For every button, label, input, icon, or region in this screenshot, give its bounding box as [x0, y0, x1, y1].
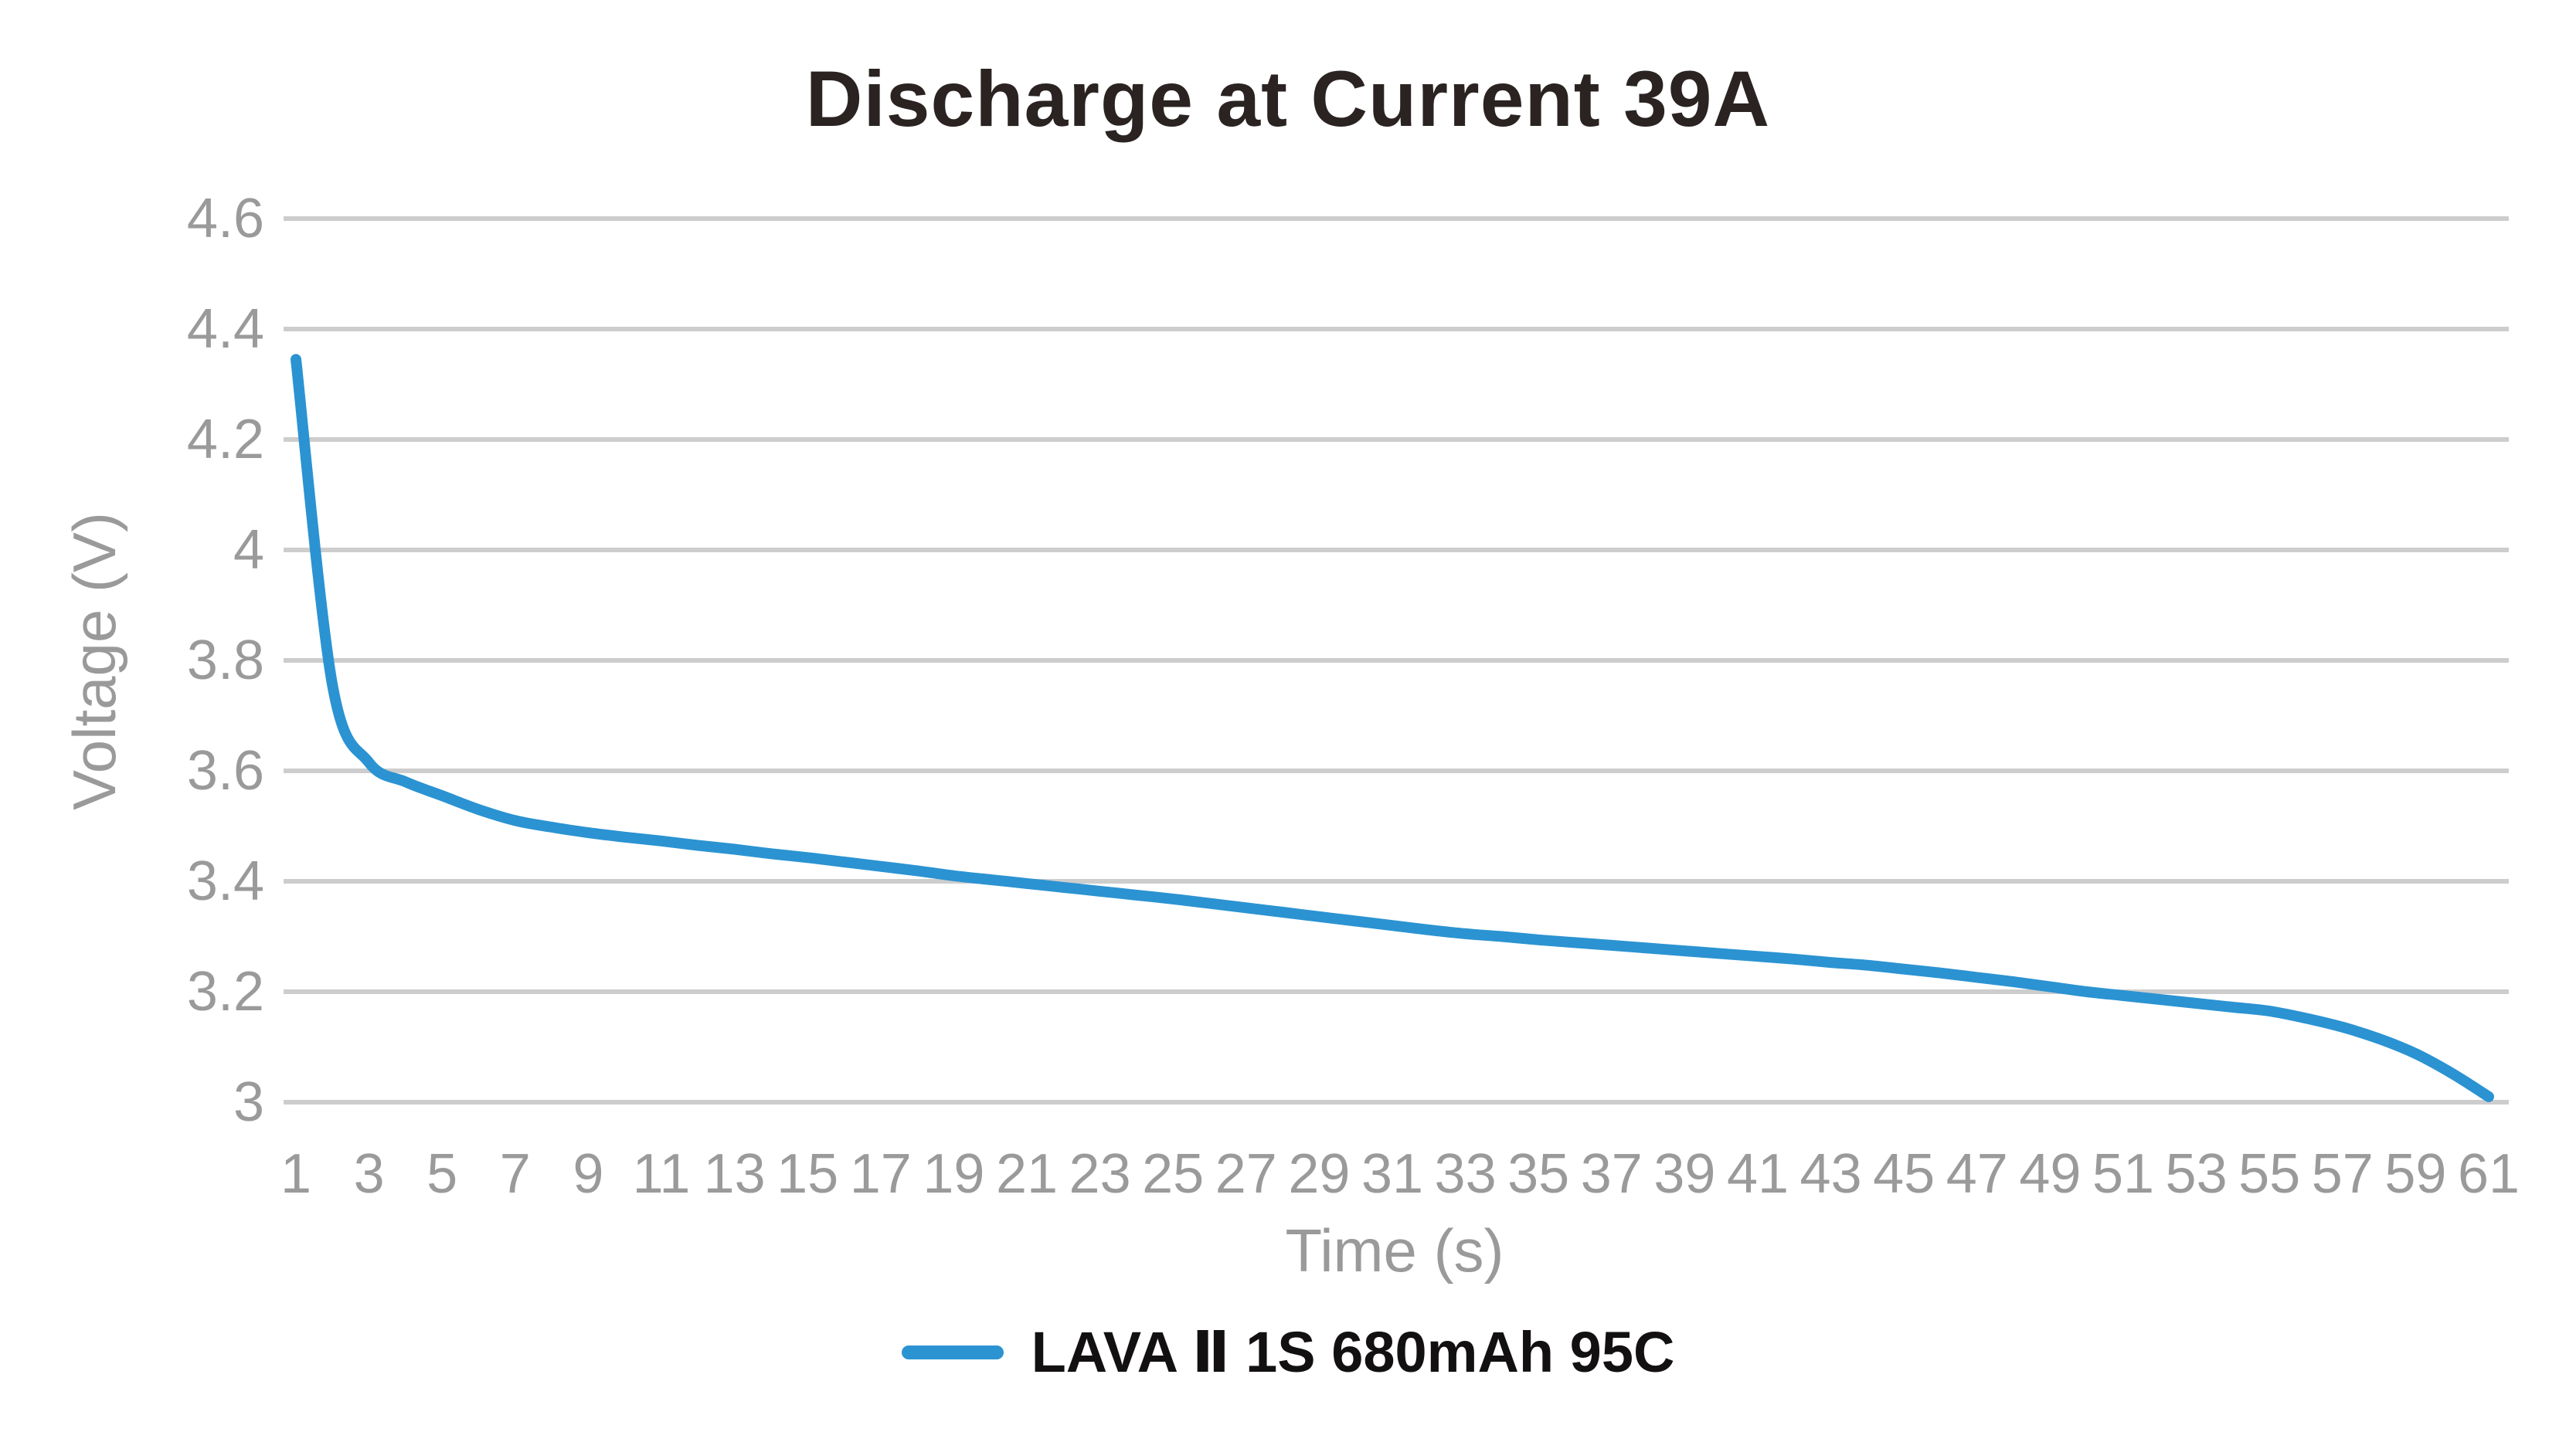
x-tick-label: 29	[1288, 1143, 1351, 1205]
x-tick-label: 35	[1507, 1143, 1570, 1205]
y-tick-label: 4.4	[186, 298, 264, 360]
x-tick-label: 23	[1069, 1143, 1131, 1205]
x-tick-label: 51	[2092, 1143, 2155, 1205]
x-tick-label: 1	[280, 1143, 312, 1205]
x-axis-title: Time (s)	[1285, 1217, 1504, 1284]
y-tick-label: 3.8	[186, 629, 264, 691]
y-axis-title: Voltage (V)	[60, 512, 128, 810]
x-tick-label: 33	[1434, 1143, 1497, 1205]
x-tick-label: 31	[1361, 1143, 1424, 1205]
y-tick-label: 3.6	[186, 740, 264, 802]
x-tick-label: 17	[849, 1143, 912, 1205]
y-tick-label: 4	[233, 519, 264, 581]
x-tick-label: 3	[353, 1143, 385, 1205]
x-tick-label: 15	[777, 1143, 839, 1205]
x-tick-label: 13	[703, 1143, 766, 1205]
y-tick-label: 3.4	[186, 850, 264, 912]
chart-title: Discharge at Current 39A	[805, 55, 1771, 143]
x-tick-label: 45	[1873, 1143, 1935, 1205]
x-tick-label: 19	[923, 1143, 985, 1205]
x-tick-label: 9	[573, 1143, 604, 1205]
x-tick-label: 49	[2019, 1143, 2082, 1205]
x-tick-label: 11	[632, 1143, 691, 1205]
x-tick-label: 27	[1215, 1143, 1277, 1205]
series-line	[291, 354, 2494, 1102]
x-tick-label: 43	[1799, 1143, 1862, 1205]
x-tick-label: 61	[2457, 1143, 2520, 1205]
x-tick-label: 53	[2165, 1143, 2228, 1205]
x-tick-label: 7	[499, 1143, 531, 1205]
x-tick-label: 57	[2311, 1143, 2374, 1205]
legend: LAVA Ⅱ 1S 680mAh 95C	[0, 1318, 2576, 1387]
x-tick-label: 25	[1142, 1143, 1205, 1205]
x-tick-label: 21	[995, 1143, 1059, 1205]
y-tick-label: 3.2	[186, 961, 264, 1023]
legend-line-swatch	[901, 1346, 1004, 1359]
x-tick-label: 59	[2384, 1143, 2447, 1205]
x-tick-label: 55	[2238, 1143, 2301, 1205]
x-tick-label: 37	[1580, 1143, 1643, 1205]
x-tick-label: 47	[1946, 1143, 2008, 1205]
y-tick-label: 4.6	[186, 188, 264, 249]
x-tick-label: 5	[427, 1143, 458, 1205]
x-tick-label: 39	[1653, 1143, 1716, 1205]
legend-series-label: LAVA Ⅱ 1S 680mAh 95C	[1031, 1320, 1675, 1384]
y-tick-label: 4.2	[186, 409, 264, 470]
y-tick-label: 3	[233, 1071, 264, 1133]
x-tick-label: 41	[1726, 1143, 1789, 1205]
